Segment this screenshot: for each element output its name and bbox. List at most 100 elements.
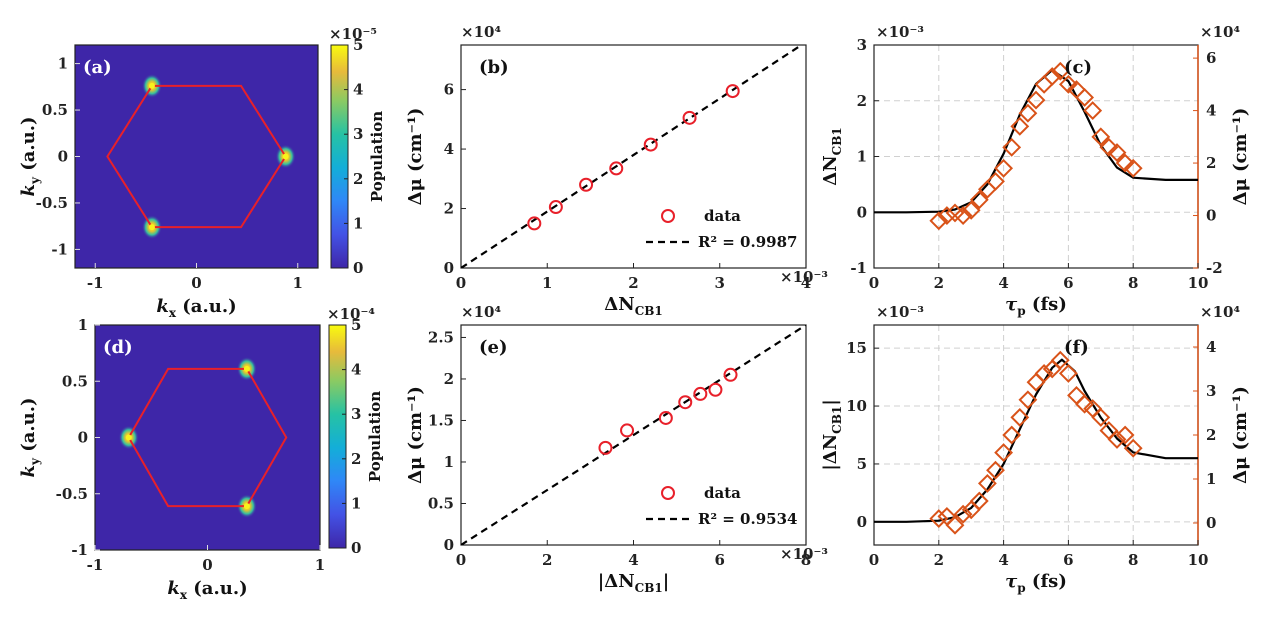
panel-a: -1 0 1 -1 -0.5 0 0.5 1 (a) kx (a.u.) ky (a.u.) 0 1 2 3… [18, 25, 386, 320]
diamond-point [1002, 137, 1022, 157]
diamond-point [937, 206, 957, 225]
right-tick-label: 1 [1206, 470, 1216, 488]
y-tick-label: -0.5 [36, 194, 68, 212]
y-tick-label: 0.5 [428, 494, 454, 512]
right-tick-label: 0 [1206, 207, 1216, 225]
data-point [527, 216, 542, 231]
x-tick-label: -1 [87, 274, 104, 292]
colorbar-tick-label: 2 [351, 450, 361, 468]
data-point [643, 137, 658, 152]
y-tick-label: 2 [444, 200, 454, 218]
hotspot-core [243, 503, 250, 510]
data-point [658, 410, 673, 425]
y-tick-label: 1 [444, 453, 454, 471]
y-tick-label: 1 [857, 148, 867, 166]
panel-b: 0 1 2 3 4 0 2 4 6 ×10⁴ ×10⁻³ (b) data R² = 0.9987 ΔNCB… [405, 23, 828, 318]
y-tick-label: 6 [444, 81, 454, 99]
diamond-point [1034, 74, 1054, 94]
right-tick-label: 0 [1206, 514, 1216, 532]
y-tick-label: 0 [58, 148, 68, 166]
diamond-point [986, 172, 1005, 191]
legend-label-data: data [704, 484, 741, 502]
right-tick-label: 2 [1206, 154, 1216, 172]
diamond-point [994, 158, 1014, 178]
colorbar-label: Population [366, 391, 384, 482]
panel-label: (c) [1064, 57, 1092, 78]
x-tick-label: 1 [293, 274, 303, 292]
diamond-point [1107, 143, 1127, 162]
y-tick-label: 3 [857, 36, 867, 54]
y-tick-label: 0.5 [62, 372, 88, 390]
colorbar-tick-label: 1 [351, 494, 361, 512]
panel-label: (d) [103, 337, 133, 358]
colorbar-tick-label: 4 [353, 81, 363, 99]
y-axis-label: ky (a.u.) [18, 397, 42, 477]
right-tick-label: 6 [1206, 49, 1216, 67]
colorbar-label: Population [368, 111, 386, 202]
diamond-point [929, 211, 949, 231]
diamond-point [1107, 429, 1127, 449]
data-point [708, 382, 723, 397]
y-axis-label: ky (a.u.) [18, 116, 42, 196]
diamond-point [953, 206, 973, 225]
data-point [678, 395, 693, 410]
diamond-point [977, 473, 997, 493]
data-point [693, 386, 708, 401]
diamond-point [986, 460, 1005, 480]
right-tick-label: -2 [1206, 259, 1223, 277]
panel-label: (b) [479, 57, 509, 78]
diamond-point [1050, 350, 1070, 370]
x-axis-label: |ΔNCB1| [598, 571, 670, 595]
y-tick-label: 0 [857, 203, 867, 221]
diamond-point [929, 509, 949, 529]
panel-label: (e) [479, 337, 508, 358]
x-tick-label: 2 [542, 551, 552, 569]
y-right-exponent: ×10⁴ [1200, 303, 1240, 321]
data-point [579, 177, 594, 192]
right-tick-label: 2 [1206, 426, 1216, 444]
y-axis-label: |ΔNCB1| [820, 399, 844, 471]
x-tick-label: 4 [998, 274, 1008, 292]
colorbar-tick-label: 3 [353, 125, 363, 143]
x-tick-label: 4 [628, 551, 638, 569]
y-tick-label: 0.5 [42, 101, 68, 119]
diamond-point [1123, 158, 1143, 178]
x-tick-label: 3 [715, 274, 725, 292]
y-tick-label: 2 [857, 92, 867, 110]
x-tick-label: 0 [869, 551, 879, 569]
fit-line [461, 325, 806, 545]
hotspot-core [125, 434, 132, 441]
y-tick-label: -1 [51, 240, 68, 258]
colorbar [330, 44, 349, 269]
y-axis-label: ΔNCB1 [820, 127, 844, 185]
x-tick-label: 1 [542, 274, 552, 292]
x-tick-label: 10 [1188, 551, 1209, 569]
y-tick-label: -1 [71, 541, 88, 559]
hotspot-core [148, 224, 155, 231]
axes-frame [873, 324, 1199, 546]
diamond-point [1026, 372, 1046, 392]
diamond-point [1075, 394, 1095, 414]
data-point [723, 367, 738, 382]
x-tick-label: -1 [87, 556, 104, 574]
colorbar-exponent: ×10⁻⁴ [327, 305, 375, 323]
x-tick-label: 8 [801, 551, 811, 569]
diamond-point [969, 491, 989, 511]
x-tick-label: 4 [998, 551, 1008, 569]
panel-e: 0 2 4 6 8 0 0.5 1 1.5 2 2.5 ×10⁴ ×10⁻³ (e) data R² = 0.… [405, 303, 828, 595]
diamond-point [1018, 390, 1038, 410]
x-tick-label: 8 [1128, 274, 1138, 292]
legend-label-data: data [704, 207, 741, 225]
x-tick-label: 0 [869, 274, 879, 292]
x-exponent: ×10⁻³ [780, 545, 828, 563]
y-tick-label: 10 [846, 397, 867, 415]
x-tick-label: 0 [456, 274, 466, 292]
x-exponent: ×10⁻³ [780, 268, 828, 286]
colorbar-tick-label: 0 [353, 259, 363, 277]
diamond-point [1115, 425, 1135, 445]
x-tick-label: 4 [801, 274, 811, 292]
y-tick-label: 1 [58, 55, 68, 73]
y-tick-label: 4 [444, 140, 454, 158]
y-tick-label: 0 [444, 259, 454, 277]
right-tick-label: 3 [1206, 382, 1216, 400]
